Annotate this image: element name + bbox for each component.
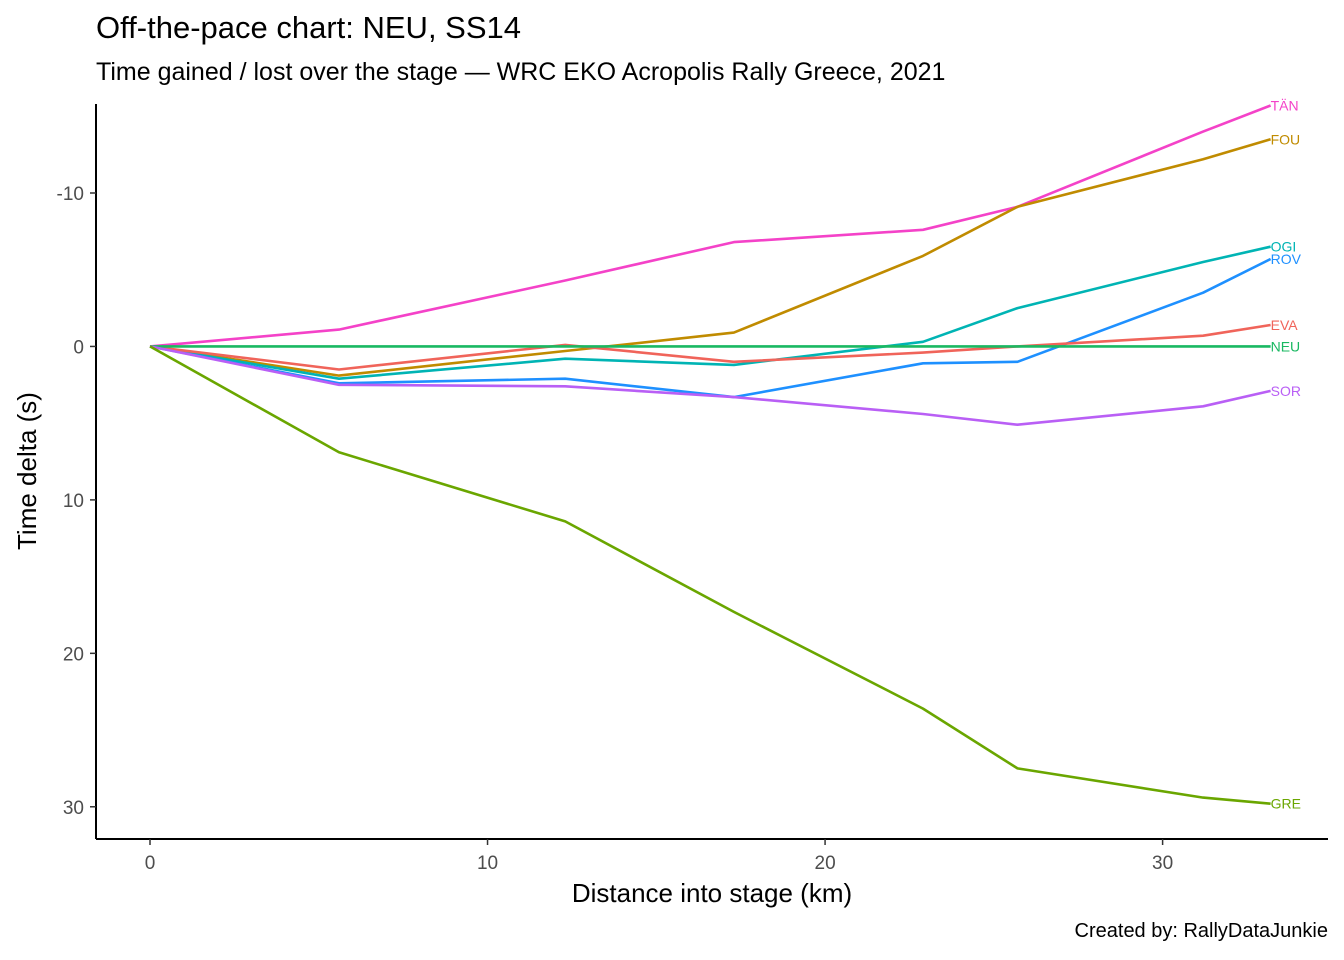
series-line-ogi: [149, 245, 1271, 381]
series-label-gre: GRE: [1271, 796, 1301, 812]
x-tick-label: 10: [477, 853, 498, 874]
x-tick-label: 20: [815, 853, 836, 874]
y-tick-label: 0: [73, 337, 84, 358]
y-tick-label: 30: [63, 798, 84, 819]
chart-caption: Created by: RallyDataJunkie: [1074, 920, 1328, 942]
series-line-gre: [149, 345, 1271, 805]
y-tick-label: 20: [63, 644, 84, 665]
series-label-rov: ROV: [1271, 251, 1302, 267]
series-label-sor: SOR: [1271, 383, 1301, 399]
series-label-eva: EVA: [1271, 317, 1299, 333]
x-axis-title: Distance into stage (km): [572, 878, 852, 908]
x-tick-label: 0: [145, 853, 156, 874]
series-line-sor: [149, 345, 1271, 427]
series-label-t-n: TÄN: [1271, 98, 1299, 114]
series-line-eva: [149, 323, 1271, 371]
x-tick-label: 30: [1152, 853, 1173, 874]
y-axis-title: Time delta (s): [12, 392, 42, 550]
series-line-t-n: [149, 104, 1272, 348]
y-tick-label: -10: [57, 184, 84, 205]
y-tick-label: 10: [63, 491, 84, 512]
chart-title: Off-the-pace chart: NEU, SS14: [96, 10, 522, 45]
series-label-ogi: OGI: [1271, 239, 1297, 255]
series-line-rov: [149, 257, 1272, 399]
series-label-neu: NEU: [1271, 338, 1301, 354]
series-label-fou: FOU: [1271, 131, 1301, 147]
chart-subtitle: Time gained / lost over the stage — WRC …: [96, 58, 946, 86]
ticks-layer: 0 10 20 30 -10 0 10 20 30: [57, 184, 1174, 874]
series-line-fou: [149, 138, 1271, 377]
